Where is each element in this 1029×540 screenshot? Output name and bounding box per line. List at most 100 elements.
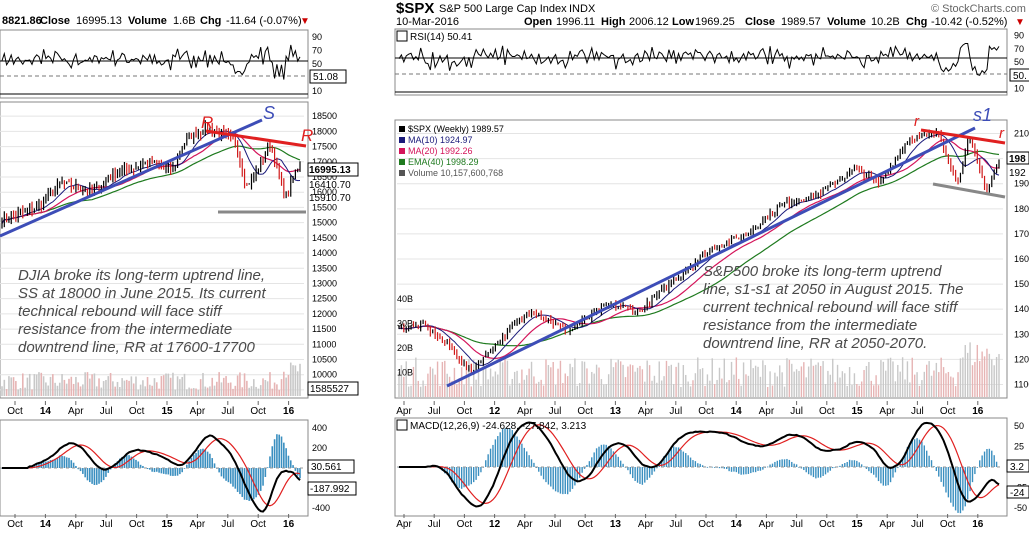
macd-histogram-bar xyxy=(793,463,795,467)
macd-histogram-bar xyxy=(248,468,250,501)
macd-histogram-bar xyxy=(70,460,73,468)
macd-histogram-bar xyxy=(848,459,851,467)
volume-bar xyxy=(851,384,853,397)
volume-bar xyxy=(981,351,983,397)
legend-swatch xyxy=(399,159,405,165)
macd-histogram-bar xyxy=(694,461,697,467)
volume-bar xyxy=(928,361,930,397)
volume-bar xyxy=(112,381,114,396)
volume-bar xyxy=(132,383,135,396)
volume-bar xyxy=(718,367,721,397)
price-tick-label: 14500 xyxy=(312,233,337,243)
volume-bar xyxy=(535,383,538,397)
macd-histogram-bar xyxy=(146,468,149,470)
volume-bar xyxy=(35,374,38,396)
macd-histogram-bar xyxy=(754,467,757,473)
macd-histogram-bar xyxy=(887,467,889,486)
volume-bar xyxy=(610,358,612,397)
volume-bar xyxy=(107,376,110,396)
macd-histogram-bar xyxy=(45,461,47,468)
macd-histogram-bar xyxy=(730,467,733,472)
volume-bar xyxy=(921,380,923,397)
djia-date-axis: Oct 14 Apr Jul Oct 15 Apr Jul Oct 16 xyxy=(7,401,295,417)
price-tick-label: 18500 xyxy=(312,111,337,121)
volume-bar xyxy=(199,379,202,396)
macd-histogram-bar xyxy=(202,448,204,468)
volume-bar xyxy=(511,378,513,397)
volume-bar xyxy=(950,376,952,397)
volume-bar xyxy=(5,389,8,396)
macd-histogram-bar xyxy=(204,449,207,468)
macd-histogram-bar xyxy=(689,457,692,467)
volume-bar xyxy=(834,382,836,397)
x-tick-label: Apr xyxy=(879,519,895,530)
volume-bar xyxy=(86,372,89,396)
volume-bar xyxy=(506,360,509,397)
x-tick-label: Jul xyxy=(549,406,562,417)
volume-bar xyxy=(516,370,518,397)
price-tick-label: 13000 xyxy=(312,278,337,288)
volume-bar xyxy=(188,387,190,396)
volume-bar xyxy=(697,357,699,397)
djia-price-panel xyxy=(0,101,309,399)
macd-histogram-bar xyxy=(100,468,103,483)
x-tick-label: 14 xyxy=(731,519,743,530)
volume-bar xyxy=(677,362,680,397)
macd-histogram-bar xyxy=(523,447,526,467)
macd-histogram-bar xyxy=(296,468,299,476)
volume-bar xyxy=(538,381,540,397)
volume-bar xyxy=(278,389,281,396)
volume-bar xyxy=(266,381,269,396)
macd-histogram-bar xyxy=(52,459,54,468)
macd-histogram-bar xyxy=(942,467,945,487)
volume-bar xyxy=(485,368,487,397)
macd-tick-label: 400 xyxy=(312,423,327,433)
volume-tick-label: 20B xyxy=(397,343,413,353)
volume-bar xyxy=(588,383,591,397)
macd-tick-label: -400 xyxy=(312,503,330,513)
volume-bar xyxy=(926,364,928,397)
macd-histogram-bar xyxy=(289,460,292,468)
volume-bar xyxy=(798,370,800,397)
volume-bar xyxy=(276,384,278,396)
macd-histogram-bar xyxy=(593,452,595,467)
macd-histogram-bar xyxy=(105,468,107,477)
macd-histogram-bar xyxy=(239,468,241,495)
macd-histogram-bar xyxy=(165,468,167,475)
macd-histogram-bar xyxy=(116,461,119,468)
macd-histogram-bar xyxy=(697,463,699,467)
volume-bar xyxy=(190,388,193,396)
spx-rsi-expand-icon[interactable] xyxy=(396,30,408,42)
x-tick-label: Apr xyxy=(517,406,533,417)
spx-resistance-trendline-rr xyxy=(920,128,1006,145)
macd-histogram-bar xyxy=(853,460,856,467)
volume-bar xyxy=(45,382,47,396)
macd-histogram-bar xyxy=(889,467,892,483)
x-tick-label: 15 xyxy=(851,406,863,417)
volume-bar xyxy=(803,362,805,397)
spx-chart-canvas: $SPX S&P 500 Large Cap Index INDX © Stoc… xyxy=(394,0,1029,530)
volume-bar xyxy=(160,376,163,396)
volume-bar xyxy=(615,362,617,397)
macd-histogram-bar xyxy=(677,447,680,467)
volume-bar xyxy=(109,372,112,396)
djia-volume-readout: 1585527 xyxy=(310,384,349,395)
volume-bar xyxy=(427,373,429,397)
macd-histogram-bar xyxy=(269,456,271,468)
volume-bar xyxy=(964,345,966,397)
volume-bar xyxy=(658,361,660,397)
rsi-tick-label: 10 xyxy=(1014,83,1024,93)
volume-bar xyxy=(465,370,468,397)
macd-histogram-bar xyxy=(82,468,84,474)
macd-histogram-bar xyxy=(595,448,598,467)
spx-high-value: 2006.12 xyxy=(629,16,669,28)
volume-bar xyxy=(42,376,45,396)
spx-macd-expand-icon[interactable] xyxy=(396,419,408,431)
volume-bar xyxy=(810,358,812,397)
volume-bar xyxy=(636,367,639,397)
volume-bar xyxy=(882,361,885,397)
volume-bar xyxy=(974,361,976,397)
volume-bar xyxy=(786,358,788,397)
x-tick-label: 15 xyxy=(161,519,173,530)
